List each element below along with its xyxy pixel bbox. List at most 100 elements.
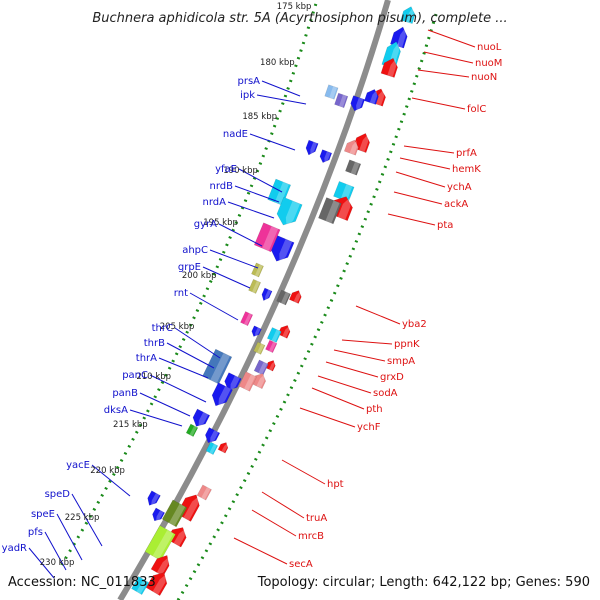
gene-label-speD: speD	[45, 489, 71, 500]
gene-highlight	[340, 184, 353, 202]
kbp-label: 195 kbp	[203, 218, 238, 228]
gene-shape	[318, 197, 342, 225]
gene-highlight	[369, 90, 378, 105]
leader-line	[411, 97, 466, 110]
leader-line	[174, 327, 221, 359]
gene-shape	[400, 6, 416, 24]
gene-shape	[240, 311, 254, 327]
gene-label-yfaE: yfaE	[215, 164, 237, 175]
gene-highlight	[210, 430, 219, 444]
gene-highlight	[325, 200, 340, 224]
leader-line	[129, 409, 183, 427]
gene-label-thrC: thrC	[152, 323, 173, 334]
gene-shape	[324, 84, 339, 100]
gene-shape	[265, 360, 276, 372]
gene-features	[131, 6, 416, 596]
gene-feature	[345, 159, 362, 176]
gene-shape	[145, 572, 168, 596]
gene-shape	[319, 149, 333, 163]
kbp-label: 230 kbp	[40, 558, 75, 568]
gene-shape	[205, 441, 219, 455]
gene-feature	[271, 235, 295, 263]
gene-feature	[324, 84, 339, 100]
gene-highlight	[152, 574, 167, 595]
leader-line	[234, 185, 280, 203]
gene-shape	[253, 341, 266, 355]
kbp-label: 220 kbp	[90, 466, 125, 476]
leader-line	[299, 407, 356, 428]
gene-highlight	[329, 86, 337, 99]
gene-shape	[350, 95, 366, 112]
gene-label-yba2: yba2	[402, 319, 427, 330]
leader-line	[249, 133, 296, 151]
gene-feature	[251, 262, 264, 278]
gene-label-ahpC: ahpC	[182, 245, 208, 256]
gene-label-grpE: grpE	[178, 262, 201, 273]
gene-label-prsA: prsA	[237, 76, 260, 87]
gene-feature	[276, 289, 291, 306]
gene-label-ychA: ychA	[447, 182, 472, 193]
gene-label-pta: pta	[437, 220, 453, 231]
gene-feature	[251, 325, 262, 338]
gene-feature	[400, 6, 416, 24]
leader-line	[355, 305, 401, 325]
gene-feature	[334, 92, 349, 109]
kbp-label: 190 kbp	[223, 166, 258, 176]
gene-shape	[192, 408, 211, 427]
gene-label-nuoM: nuoM	[475, 58, 502, 69]
gene-highlight	[255, 327, 261, 338]
gene-feature	[152, 507, 166, 522]
gene-highlight	[230, 375, 240, 392]
gene-feature	[185, 423, 199, 437]
leader-line	[56, 513, 83, 561]
gene-highlight	[221, 443, 228, 453]
leader-line	[238, 168, 283, 193]
leader-line	[261, 491, 305, 519]
kbp-label: 215 kbp	[113, 420, 148, 430]
gene-shape	[276, 289, 291, 306]
gene-label-mrcB: mrcB	[298, 531, 324, 542]
leader-line	[166, 342, 215, 369]
gene-shape	[343, 139, 359, 156]
summary-text: Topology: circular; Length: 642,122 bp; …	[257, 575, 590, 590]
gene-feature	[217, 442, 229, 454]
forward-gene-labels: prsA ipk nadE yfaE nrdB nrdA gyrA ahpC grpE rnt th…	[2, 76, 260, 554]
gene-highlight	[375, 89, 385, 106]
leader-line	[387, 213, 436, 226]
gene-feature	[265, 339, 278, 353]
gene-highlight	[339, 94, 347, 108]
gene-shape	[251, 325, 262, 337]
gene-feature	[265, 360, 276, 372]
gene-highlight	[173, 528, 186, 547]
leader-line	[317, 375, 372, 394]
gene-shape	[150, 555, 170, 577]
gene-feature	[150, 555, 170, 577]
gene-label-nrdA: nrdA	[203, 197, 227, 208]
map-title: Buchnera aphidicola str. 5A (Acyrthosiph…	[92, 11, 507, 26]
gene-highlight	[210, 352, 230, 384]
gene-shape	[211, 382, 234, 407]
gene-feature	[288, 290, 302, 304]
gene-feature	[224, 372, 242, 392]
gene-highlight	[156, 556, 170, 576]
gene-feature	[364, 89, 379, 105]
gene-shape	[380, 57, 398, 78]
gene-shape	[147, 490, 161, 506]
gene-label-panC: panC	[122, 370, 148, 381]
gene-highlight	[243, 313, 252, 326]
gene-shape	[305, 139, 319, 156]
gene-feature	[240, 311, 254, 327]
gene-feature	[261, 287, 273, 302]
gene-highlight	[254, 264, 263, 277]
gene-shape	[185, 423, 199, 437]
gene-shape	[265, 339, 278, 353]
gene-highlight	[189, 425, 197, 437]
gene-feature	[276, 196, 303, 227]
leader-line	[71, 493, 103, 547]
gene-feature	[196, 484, 212, 501]
track-guide-line	[60, 0, 319, 566]
gene-label-nrdB: nrdB	[210, 181, 234, 192]
gene-highlight	[406, 7, 414, 24]
gene-label-hpt: hpt	[327, 479, 344, 490]
gene-highlight	[279, 239, 293, 263]
